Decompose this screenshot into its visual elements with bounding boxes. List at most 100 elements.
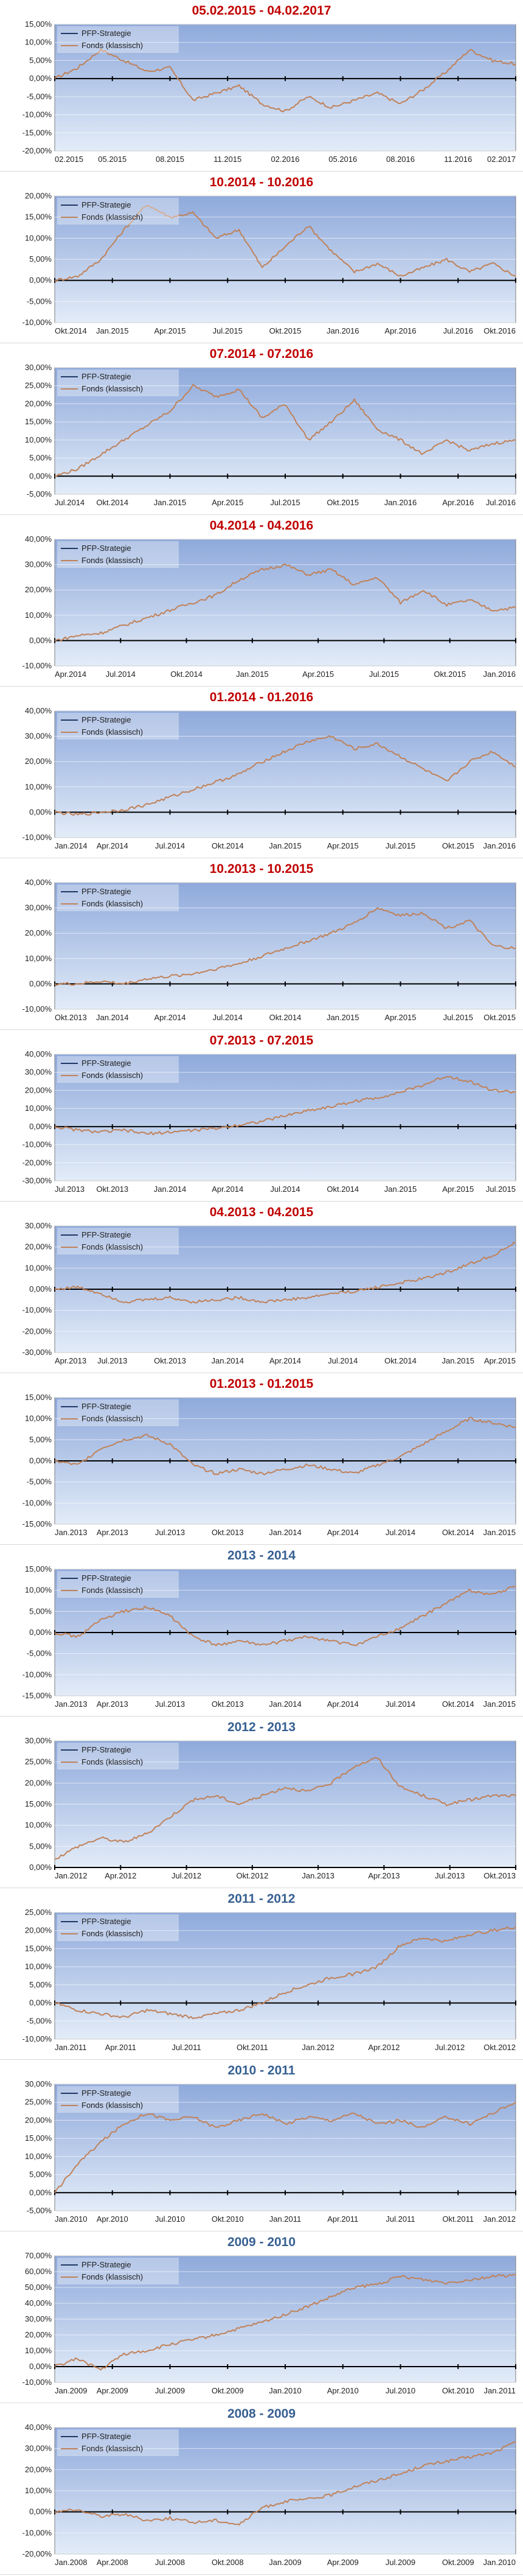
x-tick-label: Jan.2013 bbox=[55, 1699, 88, 1709]
x-tick-label: Apr.2010 bbox=[327, 2386, 359, 2395]
y-tick-label: 5,00% bbox=[29, 254, 52, 264]
legend-label-pfp: PFP-Strategie bbox=[81, 2088, 131, 2098]
y-tick-label: 30,00% bbox=[25, 732, 52, 741]
y-tick-label: 20,00% bbox=[25, 399, 52, 408]
x-tick-label: Jan.2011 bbox=[269, 2214, 302, 2224]
x-tick-label: Apr.2015 bbox=[484, 1356, 516, 1365]
plot-area bbox=[54, 710, 516, 838]
legend-label-fonds: Fonds (klassisch) bbox=[81, 384, 143, 393]
line-chart: 40,00% 30,00% 20,00% 10,00% 0,00% -10,00% -20,… bbox=[23, 1051, 516, 1194]
legend-label-pfp: PFP-Strategie bbox=[81, 1059, 131, 1068]
line-chart: 40,00%30,00%20,00%10,00%0,00%-10,00%Apr.… bbox=[23, 536, 516, 679]
y-tick-label: -20,00% bbox=[23, 2549, 52, 2558]
x-tick-label: Apr.2016 bbox=[442, 498, 474, 507]
y-tick-label: 30,00% bbox=[25, 560, 52, 569]
y-tick-label: 30,00% bbox=[25, 903, 52, 912]
legend: PFP-Strategie Fonds (klassisch) bbox=[57, 2086, 179, 2113]
chart-title: 2009 - 2010 bbox=[227, 2235, 296, 2249]
y-tick-label: 15,00% bbox=[25, 1944, 52, 1953]
y-tick-label: 10,00% bbox=[25, 1962, 52, 1971]
y-tick-label: 5,00% bbox=[29, 2170, 52, 2179]
x-tick-label: Apr.2015 bbox=[384, 1013, 416, 1022]
y-tick-label: 5,00% bbox=[29, 1980, 52, 1989]
y-tick-label: 5,00% bbox=[29, 1841, 52, 1850]
chart-title: 07.2014 - 07.2016 bbox=[209, 347, 314, 361]
line-chart: 40,00%30,00%20,00%10,00%0,00%-10,00%Okt.… bbox=[23, 879, 516, 1022]
x-tick-label: Apr.2015 bbox=[212, 498, 243, 507]
y-tick-label: 30,00% bbox=[25, 2314, 52, 2323]
y-tick-label: -5,00% bbox=[27, 489, 52, 499]
y-tick-label: 10,00% bbox=[25, 1414, 52, 1423]
y-tick-label: 0,00% bbox=[29, 807, 52, 816]
legend: PFP-Strategie Fonds (klassisch) bbox=[57, 1743, 179, 1769]
y-tick-label: 20,00% bbox=[25, 757, 52, 766]
y-tick-label: 40,00% bbox=[25, 2298, 52, 2308]
x-tick-label: Apr.2011 bbox=[327, 2214, 358, 2224]
x-tick-label: Jan.2012 bbox=[55, 1871, 88, 1880]
y-tick-label: 5,00% bbox=[29, 1606, 52, 1615]
x-tick-label: Jul.2014 bbox=[213, 1013, 243, 1022]
x-tick-label: Jan.2009 bbox=[55, 2386, 88, 2395]
x-tick-label: Jul.2014 bbox=[55, 498, 85, 507]
x-tick-label: Apr.2014 bbox=[327, 1528, 359, 1537]
y-tick-label: 0,00% bbox=[29, 635, 52, 645]
chart-title: 10.2013 - 10.2015 bbox=[209, 862, 314, 876]
x-tick-label: Jan.2011 bbox=[483, 2386, 516, 2395]
x-tick-label: Jan.2015 bbox=[442, 1356, 475, 1365]
plot-area bbox=[54, 882, 516, 1010]
x-tick-label: Jan.2013 bbox=[302, 1871, 334, 1880]
x-tick-label: Okt.2009 bbox=[212, 2386, 244, 2395]
chart-panel: 04.2013 - 04.2015 30,00% 20,00% 10,00% 0,00%… bbox=[0, 1202, 523, 1373]
legend-box bbox=[57, 1914, 179, 1941]
x-tick-label: 02.2015 bbox=[55, 155, 83, 164]
x-tick-label: Okt.2013 bbox=[212, 1528, 244, 1537]
y-tick-label: 0,00% bbox=[29, 979, 52, 988]
plot-area bbox=[54, 1054, 516, 1181]
x-tick-label: Jan.2012 bbox=[302, 2043, 334, 2052]
legend-label-pfp: PFP-Strategie bbox=[81, 715, 131, 724]
x-tick-label: Jan.2016 bbox=[483, 841, 516, 850]
y-tick-label: 0,00% bbox=[29, 74, 52, 83]
x-tick-label: Jan.2010 bbox=[269, 2386, 302, 2395]
x-tick-label: Jan.2014 bbox=[55, 841, 88, 850]
line-chart: 30,00% 20,00% 10,00% 0,00% -10,00% -20,00% -30… bbox=[23, 1222, 516, 1365]
legend-label-pfp: PFP-Strategie bbox=[81, 2432, 131, 2441]
x-tick-label: Jan.2015 bbox=[96, 326, 129, 335]
x-tick-label: Okt.2013 bbox=[96, 1185, 128, 1194]
y-tick-label: -10,00% bbox=[23, 2378, 52, 2387]
series-line-fonds bbox=[54, 1585, 516, 1647]
x-tick-label: Apr.2010 bbox=[97, 2214, 128, 2224]
y-tick-label: 5,00% bbox=[29, 55, 52, 65]
chart-title: 04.2014 - 04.2016 bbox=[209, 519, 314, 533]
x-tick-label: 05.2016 bbox=[328, 155, 357, 164]
y-tick-label: 0,00% bbox=[29, 1456, 52, 1465]
legend-box bbox=[57, 198, 179, 225]
x-tick-label: Jul.2010 bbox=[155, 2214, 185, 2224]
chart-title: 04.2013 - 04.2015 bbox=[209, 1205, 314, 1219]
legend-label-pfp: PFP-Strategie bbox=[81, 1573, 131, 1583]
x-tick-label: Apr.2011 bbox=[105, 2043, 136, 2052]
x-tick-label: Apr.2009 bbox=[327, 2558, 359, 2567]
legend-label-pfp: PFP-Strategie bbox=[81, 200, 131, 209]
y-tick-label: 15,00% bbox=[25, 1799, 52, 1808]
y-tick-label: 25,00% bbox=[25, 381, 52, 390]
y-tick-label: 20,00% bbox=[25, 2115, 52, 2124]
chart-title: 05.02.2015 - 04.02.2017 bbox=[192, 4, 331, 18]
x-tick-label: Okt.2014 bbox=[327, 1185, 359, 1194]
series-line-fonds bbox=[54, 47, 516, 113]
y-tick-label: -15,00% bbox=[23, 1519, 52, 1528]
x-tick-label: 05.2015 bbox=[98, 155, 126, 164]
y-tick-label: 40,00% bbox=[25, 707, 52, 715]
y-tick-label: 30,00% bbox=[25, 1222, 52, 1230]
x-tick-label: Apr.2016 bbox=[384, 326, 416, 335]
legend-label-pfp: PFP-Strategie bbox=[81, 544, 131, 553]
y-tick-label: 10,00% bbox=[25, 38, 52, 47]
y-tick-label: -10,00% bbox=[23, 1004, 52, 1013]
x-tick-label: Okt.2015 bbox=[442, 841, 474, 850]
chart-panel: 2008 - 2009 40,00% 30,00% 20,00% 10,00% 0,00%… bbox=[0, 2403, 523, 2575]
x-tick-label: Apr.2013 bbox=[97, 1528, 128, 1537]
x-tick-label: Jan.2016 bbox=[384, 498, 417, 507]
plot-area bbox=[54, 2084, 516, 2211]
x-tick-label: Okt.2016 bbox=[483, 326, 516, 335]
y-tick-label: -5,00% bbox=[27, 2206, 52, 2215]
